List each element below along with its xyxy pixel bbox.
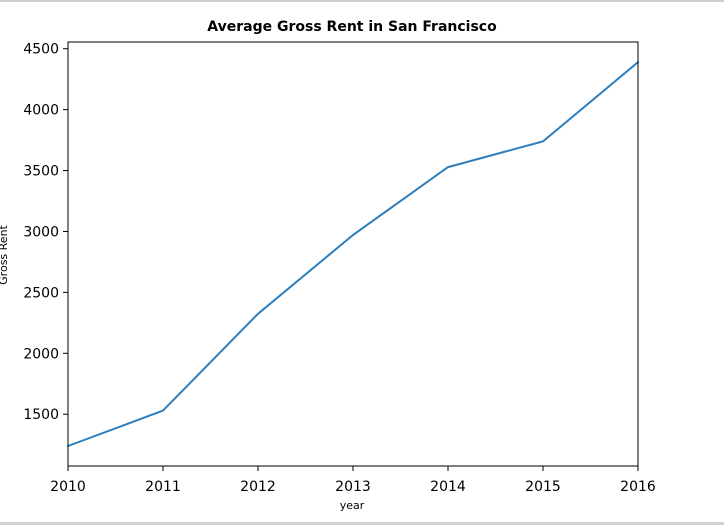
y-tick-label: 3000 [23,224,59,240]
y-tick-label: 2000 [23,346,59,362]
y-tick-label: 4500 [23,42,59,58]
chart-title: Average Gross Rent in San Francisco [207,19,497,35]
x-tick-label: 2016 [620,479,656,495]
x-tick-label: 2014 [430,479,466,495]
y-axis-label: Gross Rent [0,224,10,284]
x-tick-label: 2011 [145,479,181,495]
y-axis-ticks: 1500 2000 2500 3000 3500 4000 4500 [23,42,68,424]
y-tick-label: 3500 [23,164,59,180]
x-axis-label: year [340,499,365,512]
x-tick-label: 2013 [335,479,371,495]
x-tick-label: 2012 [240,479,276,495]
y-tick-label: 2500 [23,285,59,301]
plot-area-border [68,42,638,466]
x-tick-label: 2010 [50,479,86,495]
x-axis-ticks: 2010 2011 2012 2013 2014 2015 2016 [50,466,656,495]
x-tick-label: 2015 [525,479,561,495]
y-tick-label: 1500 [23,407,59,423]
series-line [68,62,638,446]
y-tick-label: 4000 [23,103,59,119]
